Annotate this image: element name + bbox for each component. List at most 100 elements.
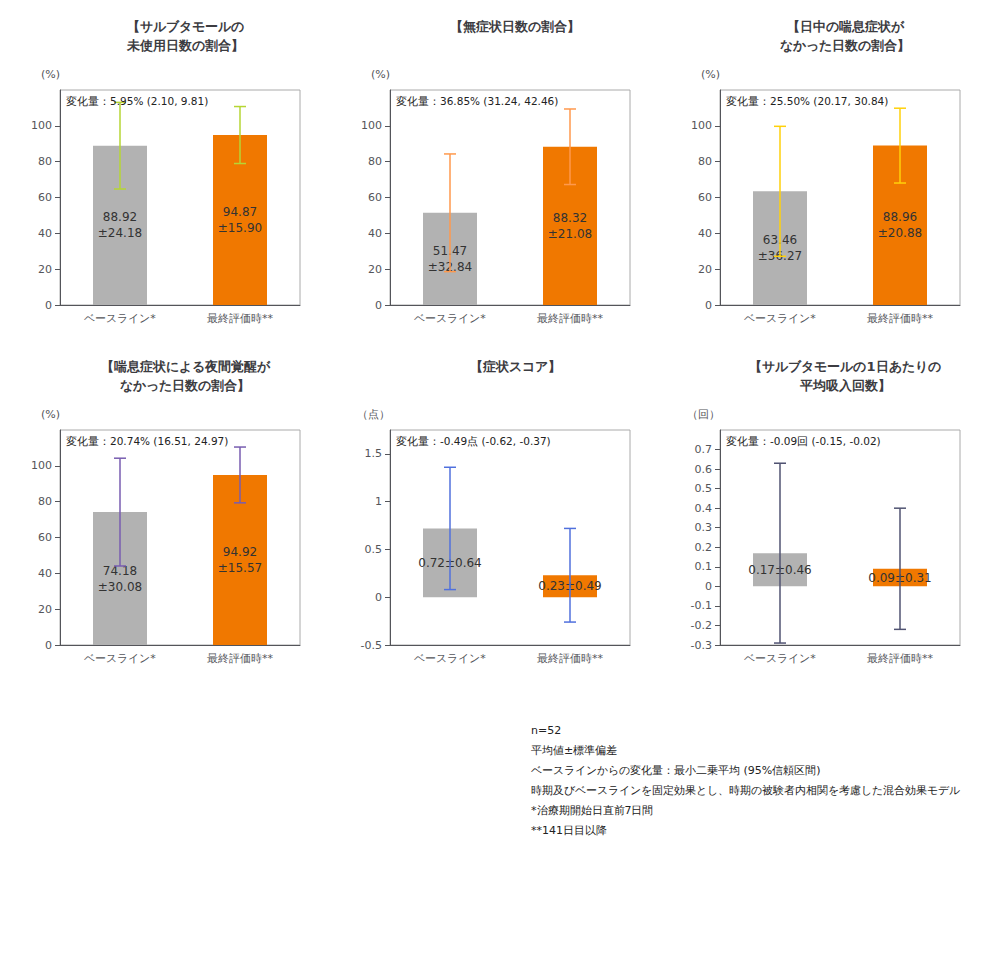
- svg-text:±30.08: ±30.08: [98, 580, 142, 594]
- svg-text:100: 100: [31, 119, 52, 132]
- svg-text:-0.2: -0.2: [691, 619, 712, 632]
- svg-text:最終評価時**: 最終評価時**: [207, 652, 274, 665]
- svg-text:0: 0: [45, 639, 52, 652]
- svg-text:0.2: 0.2: [695, 541, 713, 554]
- svg-text:最終評価時**: 最終評価時**: [867, 652, 934, 665]
- svg-text:±32.84: ±32.84: [427, 259, 473, 274]
- svg-text:60: 60: [38, 191, 52, 204]
- svg-text:ベースライン*: ベースライン*: [84, 652, 156, 665]
- svg-text:100: 100: [31, 459, 52, 472]
- svg-text:63.46: 63.46: [762, 233, 798, 248]
- svg-text:最終評価時**: 最終評価時**: [867, 312, 934, 325]
- svg-text:0.72±0.64: 0.72±0.64: [418, 555, 482, 570]
- svg-text:変化量：-0.09回 (-0.15, -0.02): 変化量：-0.09回 (-0.15, -0.02): [726, 435, 881, 447]
- svg-text:0.09±0.31: 0.09±0.31: [868, 570, 932, 585]
- svg-text:変化量：5.95% (2.10, 9.81): 変化量：5.95% (2.10, 9.81): [66, 95, 208, 107]
- svg-text:**141日目以降: **141日目以降: [531, 824, 607, 837]
- svg-text:60: 60: [368, 191, 382, 204]
- svg-text:80: 80: [38, 155, 52, 168]
- svg-text:0.5: 0.5: [695, 482, 713, 495]
- svg-text:0: 0: [375, 591, 382, 604]
- svg-text:20: 20: [368, 263, 382, 276]
- svg-text:0: 0: [45, 299, 52, 312]
- svg-text:±15.57: ±15.57: [218, 561, 262, 575]
- svg-text:80: 80: [38, 495, 52, 508]
- svg-text:-0.5: -0.5: [361, 639, 382, 652]
- svg-text:74.18: 74.18: [103, 564, 137, 578]
- svg-text:時期及びベースラインを固定効果とし、時期の被験者内相関を考慮: 時期及びベースラインを固定効果とし、時期の被験者内相関を考慮した混合効果モデル: [531, 784, 960, 797]
- svg-text:100: 100: [691, 119, 712, 132]
- svg-text:0: 0: [705, 299, 712, 312]
- svg-text:1: 1: [375, 495, 382, 508]
- svg-text:(%): (%): [41, 68, 60, 81]
- svg-text:40: 40: [368, 227, 382, 240]
- svg-text:n=52: n=52: [531, 724, 561, 737]
- svg-text:（回）: （回）: [687, 408, 720, 421]
- svg-text:最終評価時**: 最終評価時**: [537, 652, 604, 665]
- svg-text:0.5: 0.5: [365, 543, 383, 556]
- svg-text:(%): (%): [701, 68, 720, 81]
- svg-text:0.3: 0.3: [695, 521, 713, 534]
- svg-text:最終評価時**: 最終評価時**: [207, 312, 274, 325]
- svg-text:未使用日数の割合】: 未使用日数の割合】: [126, 38, 244, 53]
- svg-text:20: 20: [38, 603, 52, 616]
- svg-text:94.87: 94.87: [223, 205, 257, 219]
- svg-text:なかった日数の割合】: なかった日数の割合】: [120, 378, 250, 393]
- svg-text:なかった日数の割合】: なかった日数の割合】: [780, 38, 910, 53]
- svg-text:20: 20: [698, 263, 712, 276]
- svg-text:【喘息症状による夜間覚醒が: 【喘息症状による夜間覚醒が: [101, 359, 271, 374]
- svg-text:60: 60: [38, 531, 52, 544]
- svg-text:ベースライン*: ベースライン*: [414, 652, 486, 665]
- svg-text:変化量：-0.49点 (-0.62, -0.37): 変化量：-0.49点 (-0.62, -0.37): [396, 435, 551, 447]
- svg-text:-0.3: -0.3: [691, 639, 712, 652]
- svg-text:*治療期開始日直前7日間: *治療期開始日直前7日間: [531, 804, 654, 817]
- svg-text:94.92: 94.92: [223, 545, 257, 559]
- svg-text:0.17±0.46: 0.17±0.46: [748, 562, 812, 577]
- svg-text:88.92: 88.92: [103, 210, 137, 224]
- svg-text:±36.27: ±36.27: [757, 249, 803, 264]
- svg-text:平均値±標準偏差: 平均値±標準偏差: [531, 744, 617, 757]
- svg-text:±15.90: ±15.90: [218, 221, 262, 235]
- svg-text:60: 60: [698, 191, 712, 204]
- svg-text:【サルブタモールの1日あたりの: 【サルブタモールの1日あたりの: [749, 359, 940, 374]
- svg-text:【無症状日数の割合】: 【無症状日数の割合】: [450, 19, 580, 34]
- svg-text:0.23±0.49: 0.23±0.49: [538, 579, 602, 594]
- svg-text:【症状スコア】: 【症状スコア】: [470, 359, 561, 374]
- svg-text:ベースライン*: ベースライン*: [744, 652, 816, 665]
- svg-text:ベースライン*: ベースライン*: [414, 312, 486, 325]
- svg-text:80: 80: [698, 155, 712, 168]
- svg-text:変化量：20.74% (16.51, 24.97): 変化量：20.74% (16.51, 24.97): [66, 435, 228, 447]
- svg-text:20: 20: [38, 263, 52, 276]
- svg-text:40: 40: [698, 227, 712, 240]
- svg-text:0.4: 0.4: [695, 502, 713, 515]
- svg-text:0.1: 0.1: [695, 560, 713, 573]
- svg-text:【日中の喘息症状が: 【日中の喘息症状が: [787, 19, 905, 34]
- svg-text:88.96: 88.96: [883, 210, 917, 224]
- svg-text:ベースラインからの変化量：最小二乗平均 (95%信頼区間): ベースラインからの変化量：最小二乗平均 (95%信頼区間): [531, 764, 821, 777]
- svg-text:ベースライン*: ベースライン*: [84, 312, 156, 325]
- svg-text:1.5: 1.5: [365, 447, 383, 460]
- svg-text:40: 40: [38, 227, 52, 240]
- svg-text:最終評価時**: 最終評価時**: [537, 312, 604, 325]
- svg-text:(%): (%): [41, 408, 60, 421]
- svg-text:0: 0: [375, 299, 382, 312]
- svg-text:51.47: 51.47: [432, 243, 468, 258]
- svg-text:±24.18: ±24.18: [98, 226, 142, 240]
- svg-text:変化量：36.85% (31.24, 42.46): 変化量：36.85% (31.24, 42.46): [396, 95, 558, 107]
- svg-text:(%): (%): [371, 68, 390, 81]
- svg-text:0.6: 0.6: [695, 463, 713, 476]
- svg-text:（点）: （点）: [357, 408, 390, 421]
- svg-text:変化量：25.50% (20.17, 30.84): 変化量：25.50% (20.17, 30.84): [726, 95, 888, 107]
- svg-text:±20.88: ±20.88: [878, 226, 922, 240]
- svg-text:100: 100: [361, 119, 382, 132]
- svg-text:平均吸入回数】: 平均吸入回数】: [799, 378, 891, 393]
- svg-text:±21.08: ±21.08: [548, 227, 592, 241]
- svg-text:-0.1: -0.1: [691, 599, 712, 612]
- svg-text:80: 80: [368, 155, 382, 168]
- svg-text:40: 40: [38, 567, 52, 580]
- svg-text:0.7: 0.7: [695, 443, 713, 456]
- svg-text:ベースライン*: ベースライン*: [744, 312, 816, 325]
- svg-text:【サルブタモールの: 【サルブタモールの: [127, 19, 244, 34]
- svg-text:88.32: 88.32: [553, 211, 587, 225]
- svg-text:0: 0: [705, 580, 712, 593]
